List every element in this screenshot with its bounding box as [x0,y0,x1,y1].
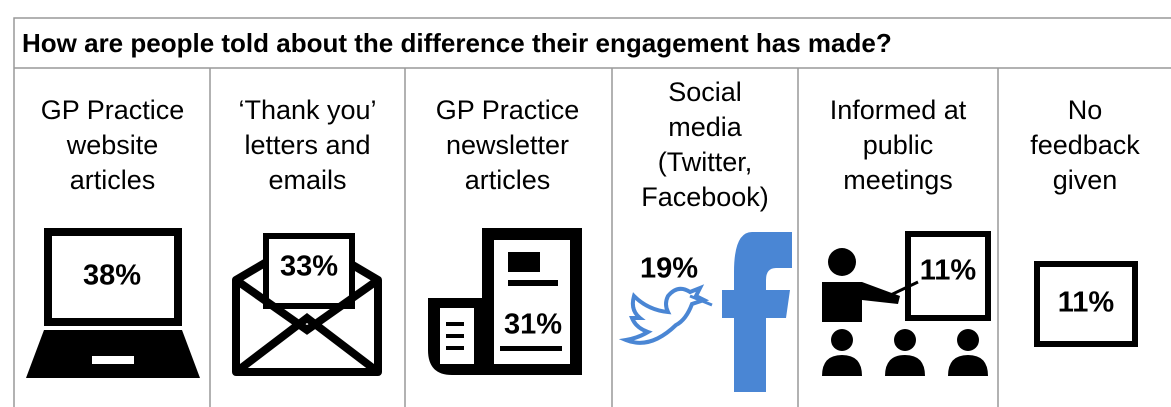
table-grid [13,17,1171,407]
title: How are people told about the difference… [22,28,892,58]
percentage: 33% [280,251,338,283]
public-meeting-icon [822,231,991,376]
item-label: GP Practice newsletter articles [435,94,580,195]
percentage: 11% [920,255,977,287]
social-media-icon [618,232,792,392]
percentage: 31% [504,309,562,341]
item-label: ‘Thank you’ letters and emails [238,94,377,195]
item-label: No feedback given [1030,94,1140,195]
laptop-icon [26,228,200,378]
percentage: 19% [640,253,698,285]
item-label: Informed at public meetings [829,94,967,195]
newspaper-icon [428,228,582,375]
table-border [13,17,1171,407]
frame-icon [1034,261,1138,347]
item-label: Social media (Twitter, Facebook) [641,77,769,212]
percentage: 11% [1058,287,1115,319]
percentage: 38% [83,260,141,292]
envelope-icon [232,233,382,376]
item-label: GP Practice website articles [40,94,185,195]
